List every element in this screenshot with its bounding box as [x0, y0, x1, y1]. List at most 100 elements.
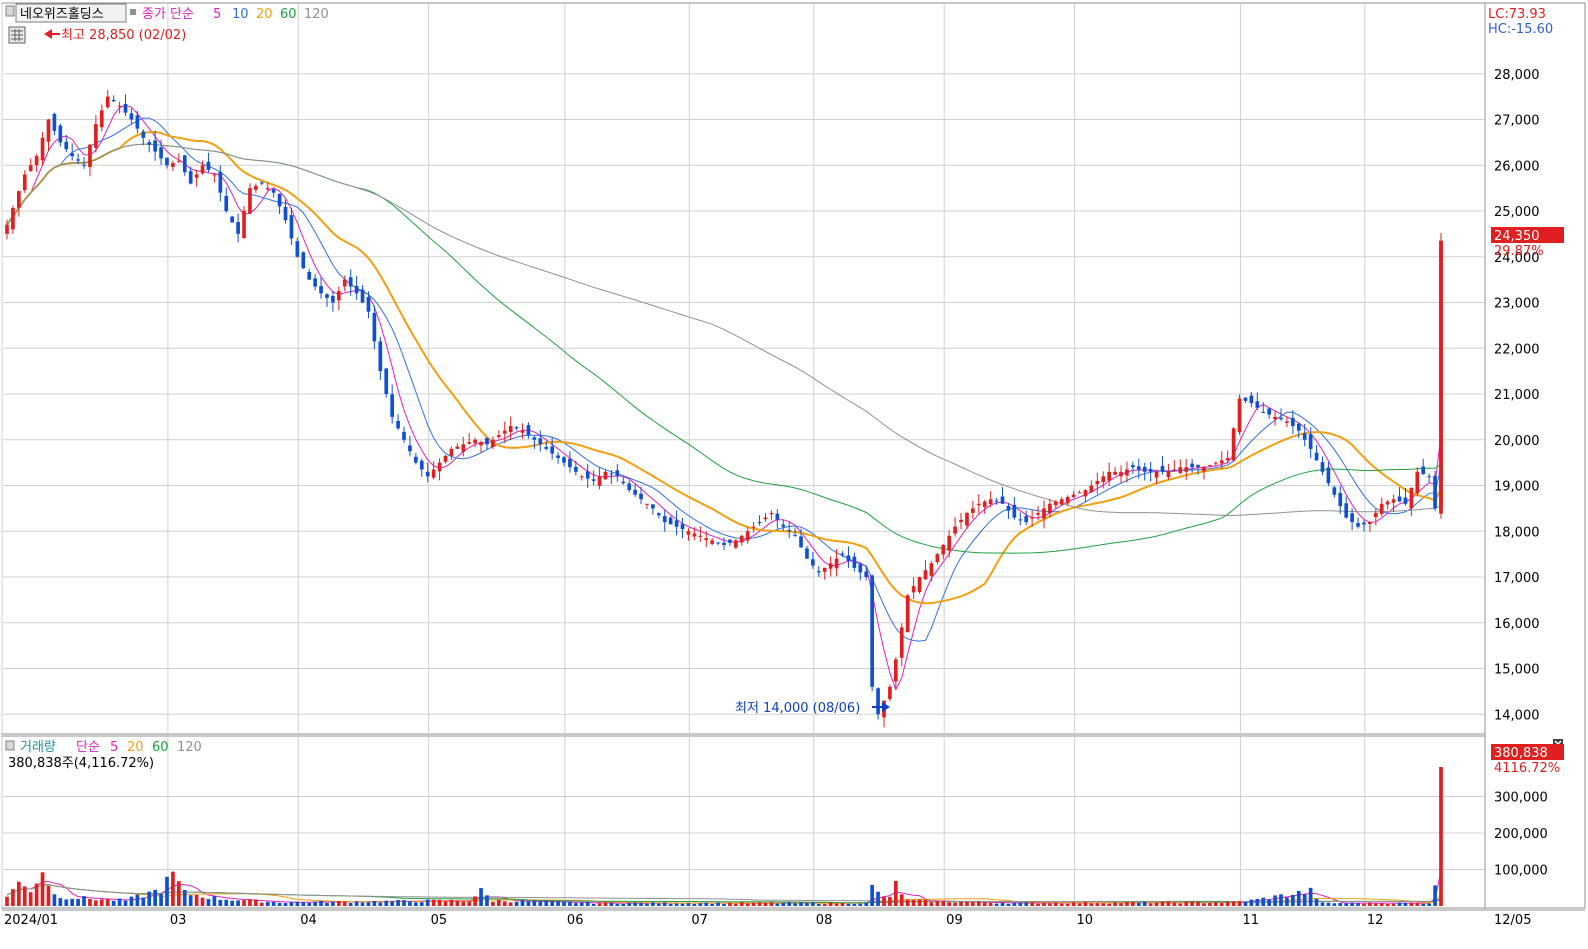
candle-body[interactable] [763, 517, 768, 520]
volume-bar[interactable] [265, 901, 270, 906]
candle-body[interactable] [888, 686, 892, 700]
candle-body[interactable] [1231, 428, 1236, 461]
volume-bar[interactable] [348, 902, 353, 906]
volume-bar[interactable] [64, 899, 69, 906]
volume-bar[interactable] [295, 901, 300, 906]
volume-bar[interactable] [40, 872, 45, 906]
volume-bar[interactable] [1237, 901, 1242, 906]
candle-body[interactable] [1225, 458, 1230, 461]
candle-body[interactable] [230, 216, 235, 223]
volume-bar[interactable] [1385, 903, 1390, 906]
candle-body[interactable] [212, 174, 217, 176]
candle-body[interactable] [1314, 452, 1319, 461]
volume-bar[interactable] [591, 903, 596, 906]
volume-panel-toggle-icon[interactable] [5, 740, 15, 751]
candle-body[interactable] [1291, 417, 1295, 427]
volume-bar[interactable] [704, 902, 709, 906]
candle-body[interactable] [656, 513, 661, 516]
volume-bar[interactable] [858, 903, 863, 906]
candle-body[interactable] [686, 531, 691, 535]
candle-body[interactable] [728, 539, 732, 543]
candle-body[interactable] [265, 188, 270, 190]
candle-body[interactable] [58, 125, 63, 143]
volume-bar[interactable] [242, 900, 246, 906]
candle-body[interactable] [1273, 416, 1277, 420]
candle-body[interactable] [1142, 466, 1147, 472]
candle-body[interactable] [177, 160, 181, 162]
volume-bar[interactable] [390, 901, 395, 906]
candle-body[interactable] [1296, 423, 1301, 431]
volume-bar[interactable] [751, 902, 756, 906]
candle-body[interactable] [876, 688, 880, 715]
candle-body[interactable] [645, 503, 649, 505]
volume-bar[interactable] [1409, 902, 1414, 906]
volume-bar[interactable] [621, 903, 626, 906]
volume-bar[interactable] [1006, 903, 1011, 906]
volume-bar[interactable] [1071, 902, 1076, 906]
candle-body[interactable] [1373, 512, 1378, 518]
candle-body[interactable] [431, 469, 436, 478]
candle-body[interactable] [1053, 501, 1058, 506]
volume-bar[interactable] [1308, 887, 1313, 906]
volume-bar[interactable] [971, 901, 975, 906]
candle-body[interactable] [295, 241, 300, 257]
volume-bar[interactable] [781, 902, 786, 906]
candle-body[interactable] [870, 575, 874, 687]
candle-body[interactable] [965, 512, 969, 526]
candle-body[interactable] [959, 519, 963, 523]
settings-small-icon[interactable] [130, 9, 136, 15]
volume-bar[interactable] [864, 902, 869, 906]
volume-bar[interactable] [947, 902, 952, 906]
volume-bar[interactable] [816, 903, 821, 906]
volume-bar[interactable] [1261, 897, 1266, 906]
candle-body[interactable] [1255, 401, 1260, 408]
volume-bar[interactable] [1000, 902, 1005, 906]
volume-bar[interactable] [1326, 902, 1331, 906]
candle-body[interactable] [1136, 466, 1141, 470]
volume-bar[interactable] [953, 902, 957, 906]
candle-body[interactable] [254, 185, 258, 190]
candle-body[interactable] [751, 526, 756, 528]
candle-body[interactable] [574, 466, 578, 472]
candle-body[interactable] [1379, 503, 1384, 514]
candle-body[interactable] [1065, 496, 1070, 504]
candle-body[interactable] [1433, 475, 1437, 509]
candle-body[interactable] [544, 447, 549, 449]
volume-bar[interactable] [722, 903, 726, 906]
candle-body[interactable] [769, 512, 774, 515]
volume-bar[interactable] [1154, 902, 1159, 906]
candle-body[interactable] [1172, 469, 1177, 471]
volume-bar[interactable] [876, 891, 880, 906]
candle-body[interactable] [242, 211, 246, 239]
volume-bar[interactable] [271, 901, 276, 906]
candle-body[interactable] [378, 341, 383, 372]
candle-body[interactable] [722, 542, 726, 545]
candle-body[interactable] [1243, 397, 1248, 401]
candle-body[interactable] [1261, 411, 1266, 413]
candle-body[interactable] [1202, 467, 1206, 472]
volume-bar[interactable] [1368, 902, 1372, 906]
candle-body-last[interactable] [1439, 240, 1443, 509]
volume-bar[interactable] [1125, 902, 1129, 906]
candle-body[interactable] [1042, 508, 1046, 519]
candle-body[interactable] [591, 479, 596, 481]
volume-bar[interactable] [1095, 903, 1100, 906]
candle-body[interactable] [1350, 513, 1354, 523]
volume-bar[interactable] [514, 901, 519, 906]
candle-body[interactable] [568, 458, 572, 468]
volume-bar[interactable] [1320, 902, 1325, 906]
candle-body[interactable] [366, 296, 371, 312]
volume-bar[interactable] [129, 896, 134, 906]
volume-bar[interactable] [88, 898, 92, 906]
candle-body[interactable] [396, 421, 400, 429]
volume-bar[interactable] [852, 903, 857, 906]
candle-body[interactable] [615, 470, 620, 477]
volume-bar[interactable] [550, 901, 554, 906]
candle-body[interactable] [846, 555, 851, 562]
volume-bar[interactable] [1160, 901, 1165, 906]
candle-body[interactable] [1332, 487, 1337, 495]
candle-body[interactable] [1362, 522, 1366, 525]
volume-bar[interactable] [579, 902, 584, 906]
candle-body[interactable] [1178, 467, 1183, 473]
candle-body[interactable] [899, 627, 904, 658]
